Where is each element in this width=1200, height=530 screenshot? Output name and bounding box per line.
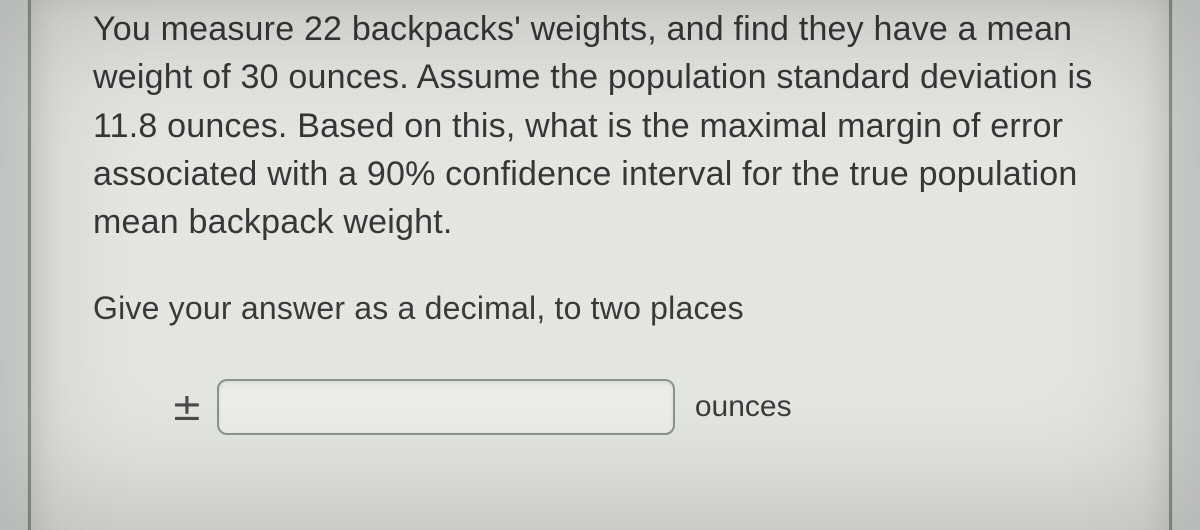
question-card: You measure 22 backpacks' weights, and f… <box>28 0 1172 530</box>
question-text: You measure 22 backpacks' weights, and f… <box>93 5 1129 246</box>
answer-row: ± ounces <box>93 379 1129 435</box>
unit-label: ounces <box>695 390 792 424</box>
margin-of-error-input[interactable] <box>217 379 675 435</box>
answer-instruction: Give your answer as a decimal, to two pl… <box>93 290 1129 327</box>
plus-minus-symbol: ± <box>171 385 203 429</box>
question-content: You measure 22 backpacks' weights, and f… <box>93 5 1129 435</box>
